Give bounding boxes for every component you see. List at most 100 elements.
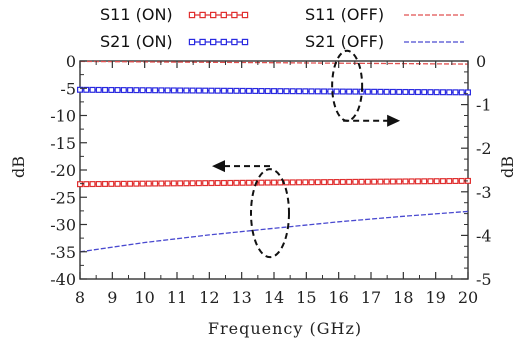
- data-point: [133, 87, 140, 94]
- data-point: [252, 87, 259, 94]
- data-point: [183, 87, 190, 94]
- y-left-tick-label: -35: [50, 243, 76, 262]
- data-point: [446, 178, 453, 185]
- data-point: [264, 88, 271, 95]
- data-point: [402, 178, 409, 185]
- data-point: [339, 178, 346, 185]
- data-point: [371, 88, 378, 95]
- data-point: [333, 179, 340, 186]
- legend-label: S11 (ON): [100, 5, 173, 24]
- x-tick-label: 15: [296, 288, 316, 307]
- y-right-tick-label: 0: [476, 52, 486, 71]
- annotation-ellipse-left: [250, 168, 290, 259]
- x-axis-ticks: 8 9 10 11 12 13 14 15 16 17 18 19 20: [75, 61, 478, 307]
- y-right-tick-label: -5: [476, 270, 492, 289]
- y-left-tick-label: -25: [50, 188, 76, 207]
- legend-item: S21 (ON): [100, 32, 249, 51]
- data-point: [271, 88, 278, 95]
- data-point: [114, 180, 121, 187]
- data-point: [458, 177, 465, 184]
- data-point: [458, 89, 465, 96]
- data-point: [95, 181, 102, 188]
- legend-item: S11 (ON): [100, 5, 249, 24]
- data-point: [120, 180, 127, 187]
- x-tick-label: 11: [167, 288, 187, 307]
- data-point: [383, 178, 390, 185]
- data-point: [439, 89, 446, 96]
- legend-marker: [231, 38, 238, 46]
- data-point: [83, 181, 90, 188]
- data-point: [408, 178, 415, 185]
- legend-marker: [210, 38, 217, 46]
- data-point: [402, 88, 409, 95]
- data-point: [145, 180, 152, 187]
- data-point: [177, 180, 184, 187]
- x-tick-label: 18: [393, 288, 413, 307]
- series-s21-off: [79, 210, 469, 253]
- data-point: [76, 181, 83, 188]
- data-point: [352, 178, 359, 185]
- data-point: [446, 89, 453, 96]
- data-point: [302, 88, 309, 95]
- data-point: [346, 88, 353, 95]
- data-point: [258, 87, 265, 94]
- data-point: [452, 178, 459, 185]
- data-point: [227, 179, 234, 186]
- y-left-tick-label: -15: [50, 134, 76, 153]
- y-left-tick-label: -20: [50, 161, 76, 180]
- data-point: [327, 179, 334, 186]
- data-point: [433, 178, 440, 185]
- data-point: [383, 88, 390, 95]
- legend: S11 (ON) S21 (ON) S11 (OFF) S21 (OFF): [100, 5, 464, 51]
- data-point: [76, 86, 83, 93]
- data-point: [189, 87, 196, 94]
- data-point: [296, 88, 303, 95]
- legend-marker: [241, 38, 249, 46]
- data-point: [120, 87, 127, 94]
- x-tick-label: 16: [328, 288, 348, 307]
- y-right-tick-label: -2: [476, 139, 492, 158]
- data-point: [108, 180, 115, 187]
- data-point: [158, 180, 165, 187]
- data-point: [421, 178, 428, 185]
- data-point: [371, 178, 378, 185]
- data-point: [364, 88, 371, 95]
- legend-label: S21 (ON): [100, 32, 173, 51]
- data-point: [245, 87, 252, 94]
- data-point: [258, 179, 265, 186]
- data-point: [308, 179, 315, 186]
- legend-marker: [188, 11, 196, 19]
- data-point: [314, 88, 321, 95]
- data-point: [133, 180, 140, 187]
- legend-marker: [220, 11, 227, 19]
- data-point: [427, 178, 434, 185]
- data-point: [333, 88, 340, 95]
- series-s11-on: [76, 177, 472, 188]
- legend-marker: [199, 38, 206, 46]
- data-point: [164, 87, 171, 94]
- data-point: [220, 87, 227, 94]
- data-point: [220, 179, 227, 186]
- y-left-tick-label: 0: [66, 52, 76, 71]
- data-point: [264, 179, 271, 186]
- data-point: [183, 180, 190, 187]
- data-point: [233, 87, 240, 94]
- y-axis-left-ticks: 0 -5 -10 -15 -20 -25 -30 -35 -40: [50, 52, 87, 289]
- data-point: [314, 179, 321, 186]
- series-line: [79, 210, 469, 253]
- data-point: [208, 180, 215, 187]
- data-point: [414, 178, 421, 185]
- plot-area: [76, 60, 472, 280]
- legend-marker: [210, 11, 217, 19]
- data-point: [277, 88, 284, 95]
- data-point: [364, 178, 371, 185]
- data-point: [208, 87, 215, 94]
- data-point: [145, 87, 152, 94]
- legend-marker: [199, 11, 206, 19]
- annotation-arrow-head-right: [387, 114, 401, 127]
- data-point: [296, 179, 303, 186]
- data-point: [321, 179, 328, 186]
- data-point: [358, 178, 365, 185]
- data-point: [195, 87, 202, 94]
